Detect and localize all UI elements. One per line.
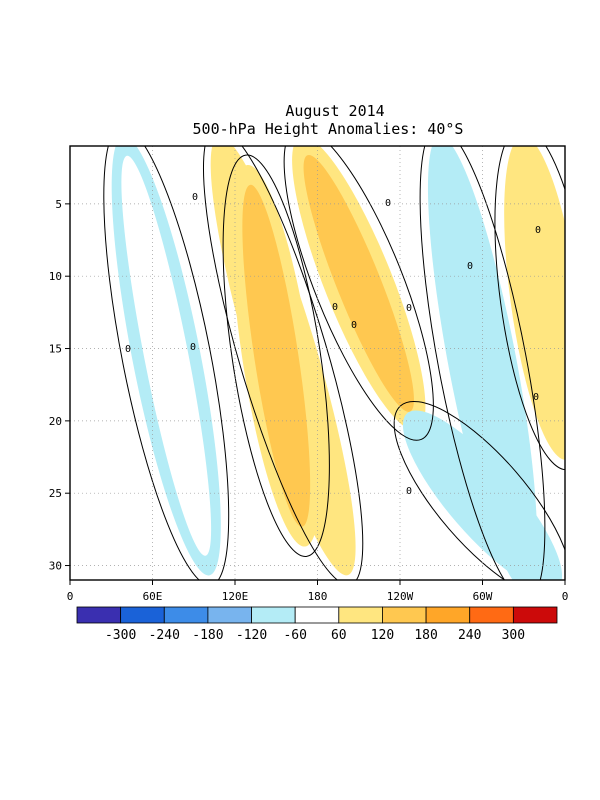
anomaly-band <box>292 146 426 431</box>
x-tick-label: 120W <box>387 590 414 603</box>
anomaly-heatmap <box>70 146 565 580</box>
chart-title: August 2014 <box>285 102 384 120</box>
colorbar-swatch <box>251 606 296 624</box>
colorbar-swatch <box>425 606 471 624</box>
contour-zero-label: 0 <box>125 344 131 355</box>
zero-contour <box>419 146 546 580</box>
x-tick-label: 120E <box>222 590 249 603</box>
colorbar-label: 300 <box>502 628 525 643</box>
zero-contour <box>222 154 330 557</box>
zero-contour <box>393 400 565 580</box>
colorbar-label: -300 <box>105 628 136 643</box>
colorbar-swatch <box>469 606 514 624</box>
colorbar-swatch <box>512 606 558 624</box>
zero-contour <box>103 146 230 580</box>
y-tick-label: 30 <box>49 560 62 573</box>
contour-zero-label: 0 <box>351 320 357 331</box>
y-tick-label: 25 <box>49 487 62 500</box>
chart-subtitle: 500-hPa Height Anomalies: 40°S <box>193 120 464 138</box>
contour-zero-label: 0 <box>535 225 541 236</box>
anomaly-band <box>231 164 321 547</box>
colorbar-label: 180 <box>414 628 437 643</box>
anomaly-band <box>402 410 563 580</box>
colorbar-swatch <box>120 606 165 624</box>
contour-zero-label: 0 <box>467 261 473 272</box>
colorbar-swatch <box>163 606 209 624</box>
colorbar-label: 120 <box>371 628 394 643</box>
y-tick-label: 5 <box>55 198 62 211</box>
x-tick-label: 60W <box>473 590 493 603</box>
x-tick-label: 180 <box>308 590 328 603</box>
colorbar-label: 60 <box>331 628 347 643</box>
anomaly-band <box>111 146 221 576</box>
zero-contour <box>202 146 364 580</box>
colorbar-label: -240 <box>149 628 180 643</box>
contour-zero-label: 0 <box>385 198 391 209</box>
colorbar-swatch <box>294 606 340 624</box>
zero-contour <box>494 146 565 471</box>
colorbar-label: -180 <box>192 628 223 643</box>
y-tick-label: 15 <box>49 343 62 356</box>
contour-zero-label: 0 <box>406 486 412 497</box>
colorbar-swatch <box>207 606 252 624</box>
colorbar-swatch <box>76 606 122 624</box>
y-tick-label: 10 <box>49 270 62 283</box>
contour-zero-label: 0 <box>190 342 196 353</box>
contour-zero-label: 0 <box>192 192 198 203</box>
contour-zero-label: 0 <box>533 392 539 403</box>
x-tick-label: 0 <box>562 590 569 603</box>
contour-zero-label: 0 <box>332 302 338 313</box>
contour-zero-label: 0 <box>406 303 412 314</box>
zero-contour <box>283 146 434 441</box>
colorbar: -300 -240 -180 -120 -60 60 120 180 240 300 <box>76 606 558 643</box>
colorbar-label: -120 <box>236 628 267 643</box>
x-tick-label: 60E <box>143 590 163 603</box>
colorbar-swatch <box>382 606 427 624</box>
colorbar-label: 240 <box>458 628 481 643</box>
x-tick-label: 0 <box>67 590 74 603</box>
colorbar-swatch <box>338 606 383 624</box>
colorbar-label: -60 <box>283 628 306 643</box>
y-tick-label: 20 <box>49 415 62 428</box>
